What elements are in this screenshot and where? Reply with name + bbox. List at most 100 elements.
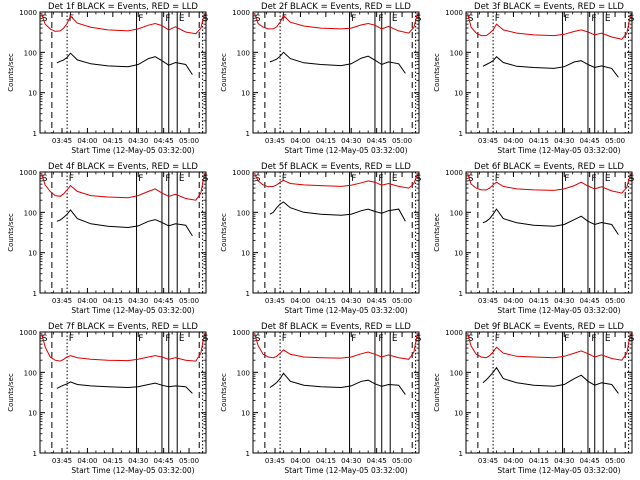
region-label: S [468,334,474,344]
y-axis-label: Counts/sec [433,53,441,92]
y-tick-label: 10 [28,410,37,418]
x-tick-label: 04:00 [290,297,310,305]
region-label: F [564,334,569,344]
region-label: S [255,334,261,344]
y-tick-label: 1 [246,450,250,458]
y-tick-label: 100 [237,209,250,217]
y-tick-label: 100 [24,369,37,377]
region-label: S [416,334,422,344]
x-tick-label: 03:45 [52,137,72,145]
series-line-events [56,209,193,237]
x-tick-label: 04:45 [367,457,387,465]
x-tick-label: 04:30 [554,457,574,465]
region-label: F [282,334,287,344]
region-label: S [203,174,209,184]
x-axis-label: Start Time (12-May-05 03:32:00) [71,306,194,315]
region-label: F [495,14,500,24]
x-axis-label: Start Time (12-May-05 03:32:00) [497,466,620,475]
series-line-lld [41,13,205,35]
region-label: S [203,14,209,24]
series-line-lld [467,333,631,361]
detector-panel-7: Det 7f BLACK = Events, RED = LLD Counts/s… [7,322,209,475]
y-tick-label: 1000 [445,169,463,177]
region-label: F [351,174,356,184]
y-axis-label: Counts/sec [7,373,15,412]
y-tick-label: 1 [246,130,250,138]
y-axis-label: Counts/sec [7,213,15,252]
x-tick-label: 03:45 [478,297,498,305]
y-tick-label: 1000 [19,329,37,337]
y-tick-label: 100 [237,369,250,377]
region-label: S [416,174,422,184]
region-label: F [282,174,287,184]
y-axis-label: Counts/sec [433,373,441,412]
series-line-lld [254,173,418,189]
region-label: F [351,14,356,24]
series-line-lld [254,333,418,360]
x-tick-label: 04:00 [503,297,523,305]
detector-panel-6: Det 6f BLACK = Events, RED = LLD Counts/s… [433,162,635,315]
y-tick-label: 1 [459,290,463,298]
detector-panel-8: Det 8f BLACK = Events, RED = LLD Counts/s… [220,322,422,475]
x-tick-label: 05:00 [392,297,412,305]
x-tick-label: 03:45 [52,457,72,465]
region-label: F [351,334,356,344]
region-label: F [69,14,74,24]
plot-frame [252,171,420,294]
x-tick-label: 04:00 [503,137,523,145]
y-tick-label: 1000 [19,169,37,177]
region-label: F [378,334,383,344]
x-tick-label: 04:45 [367,297,387,305]
x-axis-label: Start Time (12-May-05 03:32:00) [497,146,620,155]
panel-title: Det 1f BLACK = Events, RED = LLD [48,2,198,12]
x-tick-label: 04:30 [554,137,574,145]
y-axis-label: Counts/sec [220,373,228,412]
detector-panel-2: Det 2f BLACK = Events, RED = LLD Counts/s… [220,2,422,155]
y-tick-label: 1 [33,450,37,458]
region-label: E [179,174,185,184]
x-axis-label: Start Time (12-May-05 03:32:00) [71,146,194,155]
x-tick-label: 03:45 [52,297,72,305]
plot-frame [39,11,207,134]
x-tick-label: 03:45 [478,457,498,465]
region-label: S [255,14,261,24]
region-label: S [203,334,209,344]
y-tick-label: 1 [246,290,250,298]
x-tick-label: 04:00 [290,137,310,145]
panel-title: Det 7f BLACK = Events, RED = LLD [48,322,198,332]
y-tick-label: 100 [24,209,37,217]
x-tick-label: 04:30 [341,137,361,145]
x-axis-label: Start Time (12-May-05 03:32:00) [284,306,407,315]
x-tick-label: 04:45 [580,137,600,145]
y-tick-label: 1000 [232,9,250,17]
region-label: S [629,334,635,344]
y-tick-label: 100 [24,49,37,57]
y-tick-label: 10 [241,250,250,258]
x-tick-label: 04:45 [580,457,600,465]
y-tick-label: 10 [241,90,250,98]
x-tick-label: 04:45 [367,137,387,145]
y-axis-label: Counts/sec [433,213,441,252]
y-tick-label: 1000 [445,9,463,17]
region-label: F [495,334,500,344]
region-label: F [69,334,74,344]
region-label: E [392,174,398,184]
x-axis-label: Start Time (12-May-05 03:32:00) [284,146,407,155]
region-label: F [165,174,170,184]
x-tick-label: 04:15 [529,457,549,465]
series-line-lld [254,13,418,34]
y-axis-label: Counts/sec [220,213,228,252]
x-tick-label: 05:00 [605,457,625,465]
region-label: F [495,174,500,184]
region-label: F [69,174,74,184]
y-tick-label: 1 [459,450,463,458]
detector-panel-5: Det 5f BLACK = Events, RED = LLD Counts/s… [220,162,422,315]
plot-frame [252,11,420,134]
y-tick-label: 10 [454,90,463,98]
region-label: S [468,14,474,24]
x-tick-label: 04:00 [77,137,97,145]
x-tick-label: 04:15 [316,457,336,465]
region-label: F [138,334,143,344]
panel-title: Det 9f BLACK = Events, RED = LLD [474,322,624,332]
x-tick-label: 04:30 [128,137,148,145]
